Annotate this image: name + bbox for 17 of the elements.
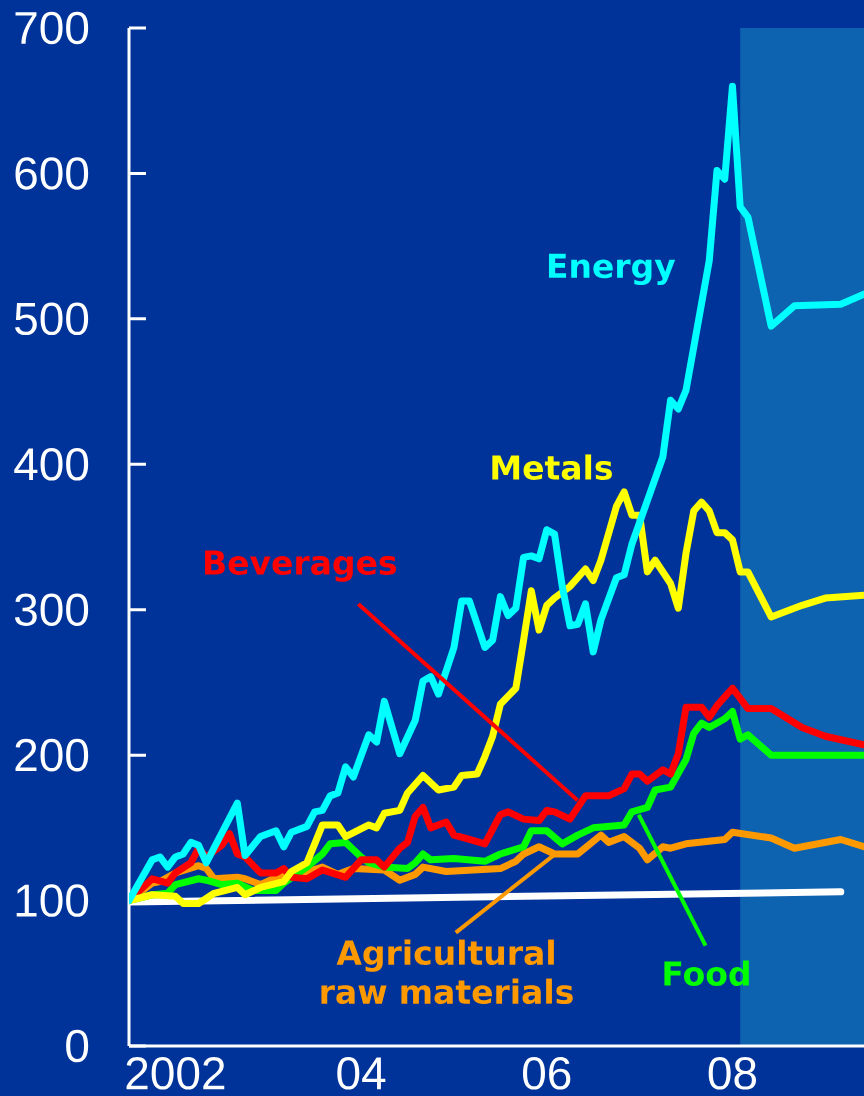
x-tick-label: 2002 bbox=[126, 1057, 225, 1090]
y-tick-label: 300 bbox=[14, 593, 89, 626]
y-tick-label: 600 bbox=[15, 157, 89, 190]
y-tick-label: 0 bbox=[66, 1029, 89, 1063]
x-tick-label: 04 bbox=[337, 1057, 386, 1090]
y-tick-label: 100 bbox=[16, 884, 89, 917]
series-label: Energy bbox=[548, 253, 676, 285]
text: Beverages bbox=[205, 550, 397, 582]
y-tick-label: 200 bbox=[15, 738, 89, 772]
x-tick-label: 08 bbox=[708, 1057, 757, 1090]
text: Agricultural raw materials bbox=[321, 939, 573, 1005]
series-label: Metals bbox=[492, 454, 612, 480]
x-tick-label: 06 bbox=[522, 1057, 571, 1090]
y-tick-label: 700 bbox=[15, 11, 89, 45]
y-tick-label: 400 bbox=[14, 447, 89, 481]
y-tick-label: 500 bbox=[15, 302, 89, 336]
text: Food bbox=[664, 960, 749, 987]
